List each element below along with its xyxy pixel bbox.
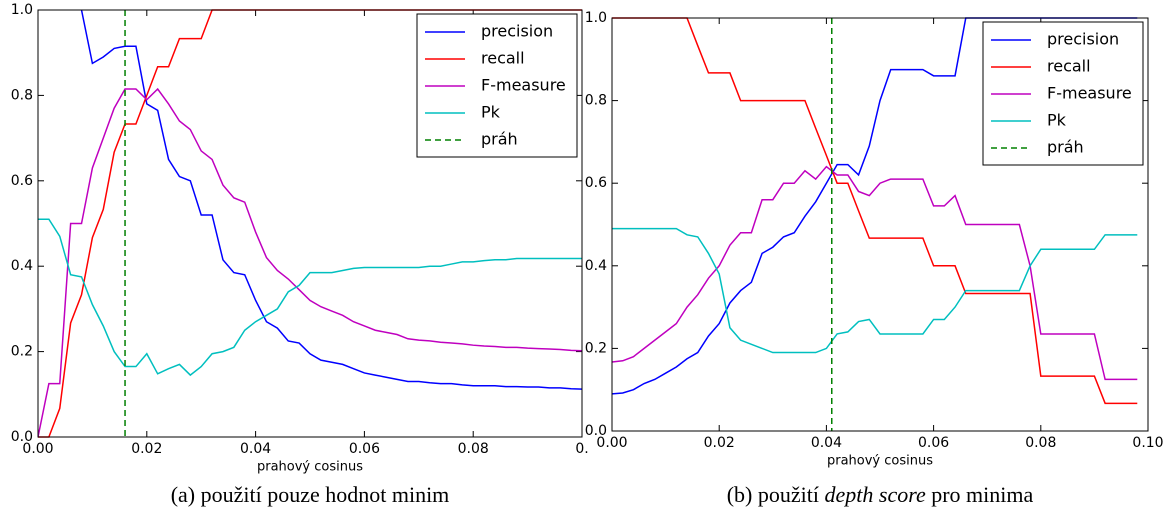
x-axis-label: prahový cosinus — [257, 460, 363, 475]
subplot: 0.0 0.2 0.4 0.6 0.8 1.0 0.00 0.02 0.04 0.06 0.08 0.… — [585, 10, 1164, 469]
x-tick-label: 0.06 — [918, 435, 949, 451]
subplot: 0.0 0.2 0.4 0.6 0.8 1.0 0.00 0.02 0.04 0.06 0.08 0.… — [11, 2, 589, 475]
x-tick-label: 0.02 — [131, 441, 162, 457]
y-tick-label: 1.0 — [585, 10, 607, 26]
x-tick-label: 0.04 — [811, 435, 842, 451]
x-tick-label: 0.04 — [240, 441, 271, 457]
series-line — [38, 87, 582, 438]
y-tick-label: 1.0 — [11, 2, 33, 18]
x-axis-label: prahový cosinus — [827, 454, 933, 469]
y-tick-label: 0.8 — [11, 87, 33, 103]
plot-frame — [37, 9, 583, 438]
y-tick-label: 0.2 — [11, 344, 33, 360]
legend-label: Pk — [481, 103, 501, 122]
series-line — [612, 17, 1138, 405]
caption-part: pro minima — [926, 482, 1034, 507]
legend-label: recall — [1047, 57, 1091, 76]
x-tick-label: 0.08 — [458, 441, 489, 457]
legend-label: Pk — [1047, 111, 1067, 130]
series-line — [612, 165, 1138, 381]
series-line — [80, 9, 582, 390]
legend-label: precision — [1047, 30, 1119, 49]
series-line — [612, 227, 1138, 354]
legend-label: práh — [481, 130, 518, 149]
x-tick-label: 0.02 — [704, 435, 735, 451]
caption-part: (a) použití pouze hodnot minim — [171, 482, 450, 507]
x-tick-label: 0.00 — [22, 441, 53, 457]
y-tick-label: 0.0 — [11, 429, 33, 445]
caption-part: depth score — [825, 482, 926, 507]
y-tick-label: 0.0 — [585, 423, 607, 439]
x-tick-label: 0.00 — [596, 435, 627, 451]
legend-label: recall — [481, 49, 525, 68]
legend: precision recall F-measure Pk práh — [982, 21, 1144, 166]
y-tick-label: 0.8 — [585, 93, 607, 109]
series-line — [38, 218, 582, 377]
legend-label: F-measure — [481, 76, 566, 95]
x-tick-label: 0.10 — [1132, 435, 1163, 451]
legend-label: F-measure — [1047, 84, 1132, 103]
x-tick-label: 0.06 — [349, 441, 380, 457]
caption-part: (b) použití — [727, 482, 825, 507]
y-tick-label: 0.2 — [585, 340, 607, 356]
caption: (b) použití depth score pro minima — [727, 482, 1034, 507]
legend-label: práh — [1047, 138, 1084, 157]
x-tick-label: 0.08 — [1025, 435, 1056, 451]
y-tick-label: 0.4 — [11, 258, 33, 274]
caption: (a) použití pouze hodnot minim — [171, 482, 450, 507]
plot-frame — [611, 17, 1149, 432]
x-tick-label: 0. — [575, 441, 588, 457]
y-tick-label: 0.6 — [11, 173, 33, 189]
legend-label: precision — [481, 22, 553, 41]
y-tick-label: 0.6 — [585, 175, 607, 191]
legend: precision recall F-measure Pk práh — [416, 13, 578, 158]
y-tick-label: 0.4 — [585, 258, 607, 274]
